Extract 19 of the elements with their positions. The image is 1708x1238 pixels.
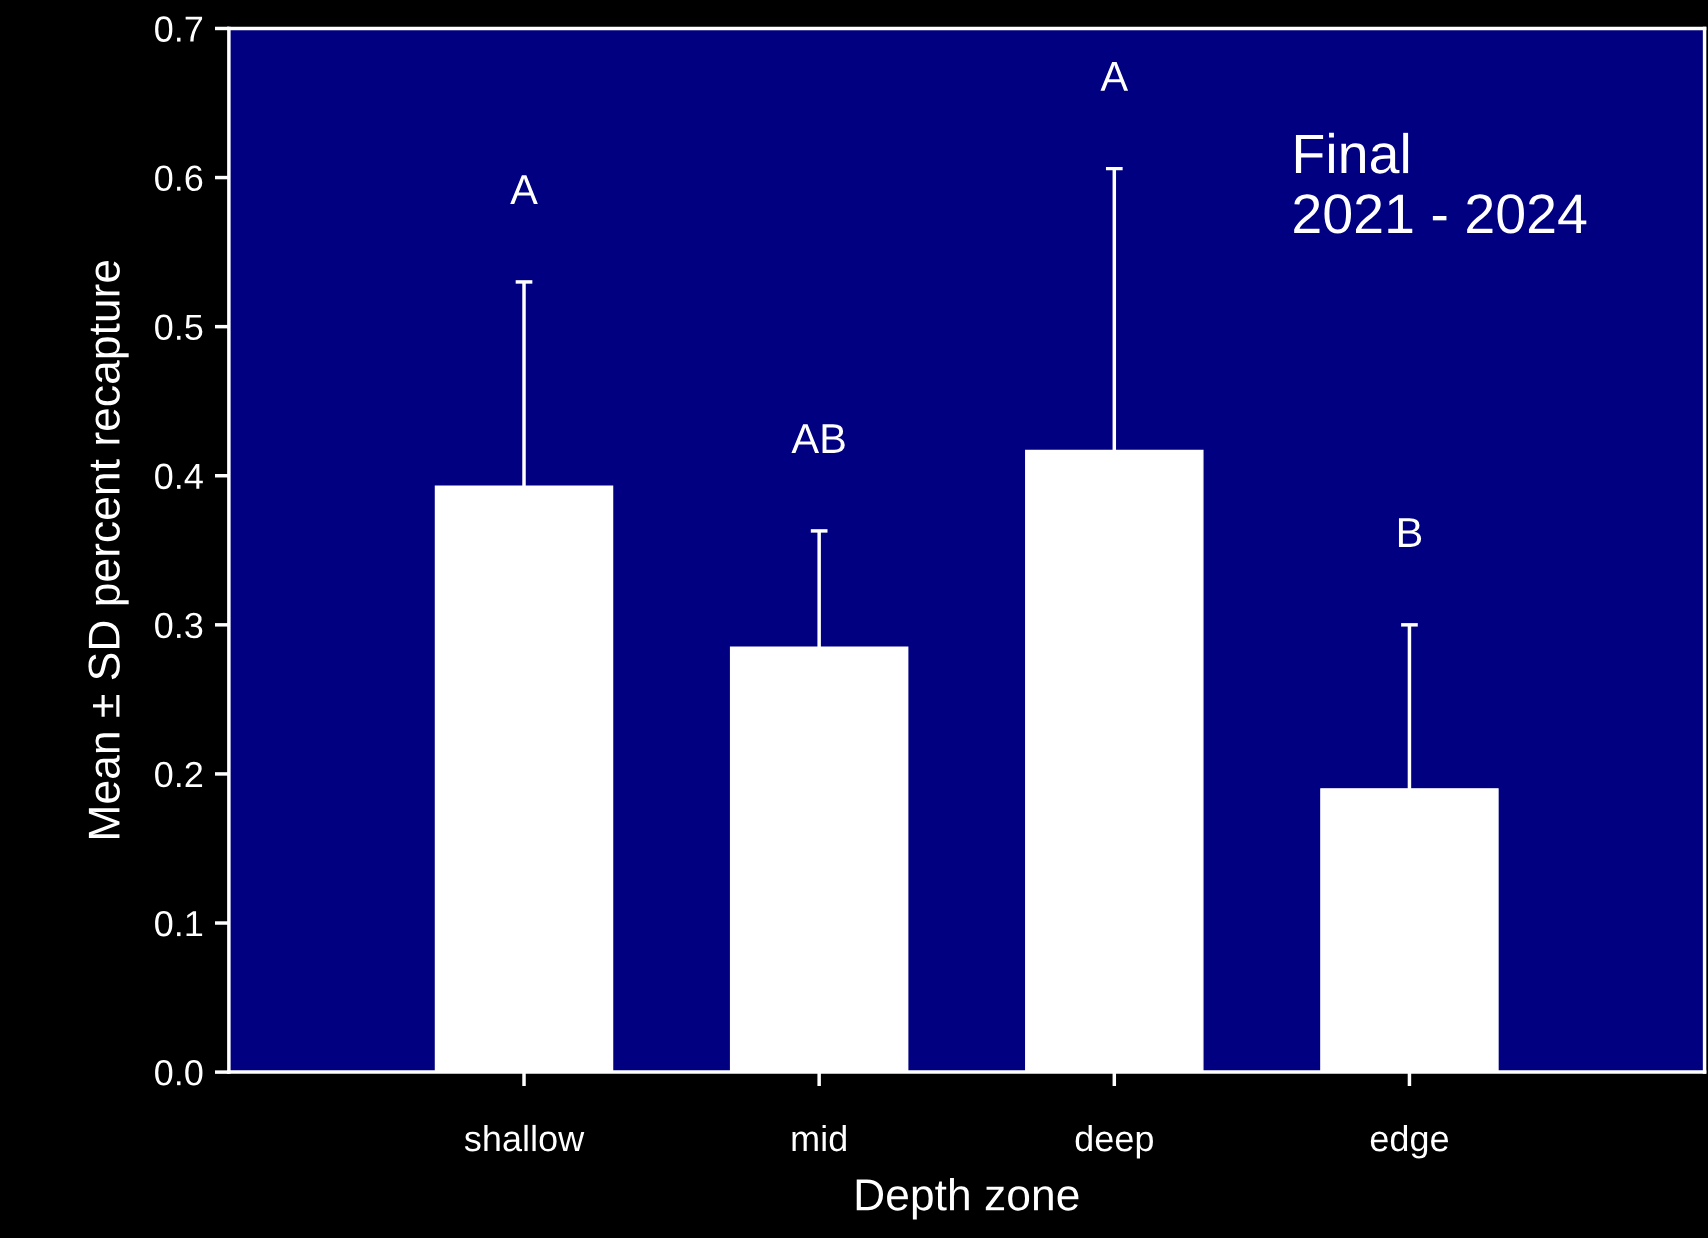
y-tick-label: 0.5 [155, 314, 203, 341]
annotation: B [1398, 518, 1422, 547]
x-tick-label: shallow [464, 1124, 585, 1152]
y-axis-title: Mean ± SD percent recapture [88, 260, 129, 838]
y-tick-label: 0.2 [155, 761, 203, 788]
annotation: Final 2021 - 2024 [1294, 132, 1587, 234]
x-tick-label: deep [1075, 1124, 1153, 1159]
y-tick-label: 0.4 [155, 463, 203, 490]
annotation: A [1100, 62, 1129, 91]
y-tick-label: 0.6 [155, 165, 203, 191]
x-tick-label: mid [792, 1124, 846, 1152]
y-tick-label: 0.3 [155, 612, 203, 639]
x-axis-title: Depth zone [856, 1177, 1079, 1220]
y-tick-label: 0.0 [155, 1059, 203, 1086]
annotation: A [510, 175, 538, 204]
annotation: AB [791, 424, 845, 453]
x-tick-label: edge [1370, 1124, 1449, 1159]
y-tick-label: 0.1 [155, 910, 203, 937]
y-tick-label: 0.7 [155, 16, 203, 42]
